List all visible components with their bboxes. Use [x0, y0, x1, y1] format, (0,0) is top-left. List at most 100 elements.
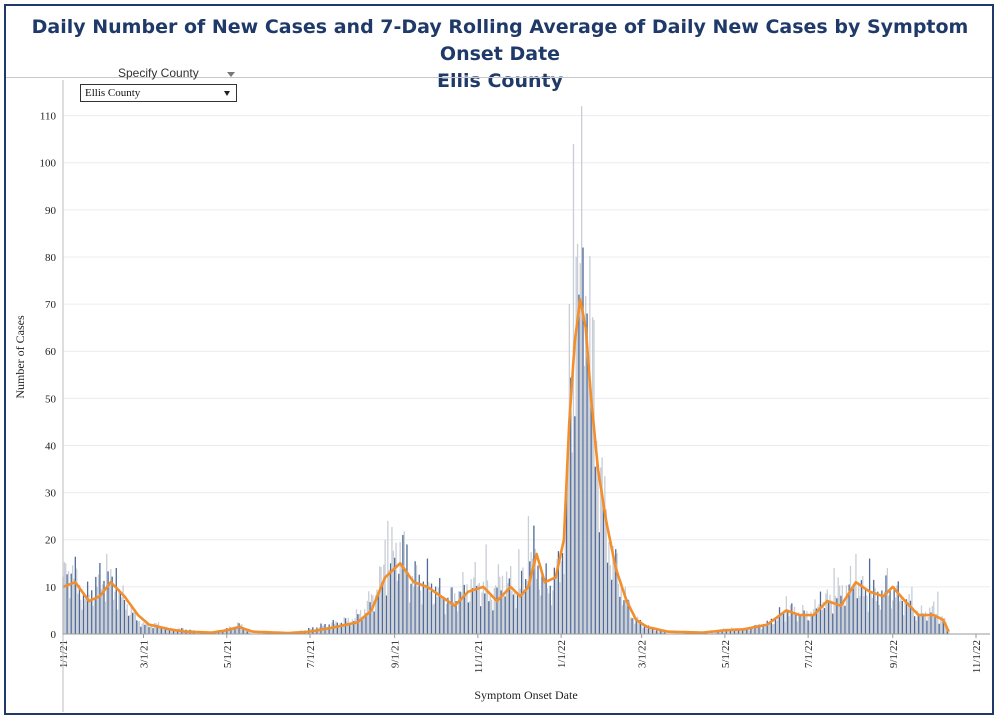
- daily-bar: [871, 597, 873, 634]
- daily-bar: [900, 597, 902, 634]
- daily-bar: [656, 629, 658, 634]
- daily-bar: [153, 623, 156, 634]
- daily-bar: [751, 627, 753, 634]
- daily-bar: [556, 559, 558, 634]
- daily-bar: [823, 608, 826, 634]
- daily-bar: [762, 625, 764, 634]
- daily-bar: [564, 512, 566, 634]
- x-tick-label: 3/1/22: [637, 640, 649, 668]
- daily-bar: [591, 317, 594, 634]
- daily-bar: [935, 613, 938, 634]
- daily-bar: [512, 594, 515, 634]
- daily-bar: [829, 594, 831, 634]
- daily-bar: [784, 621, 786, 634]
- daily-bar: [82, 592, 85, 634]
- x-tick-label: 5/1/21: [222, 640, 234, 668]
- daily-bar: [168, 628, 171, 634]
- daily-bar: [548, 593, 550, 634]
- daily-bar: [118, 589, 120, 634]
- daily-bar: [604, 476, 606, 634]
- daily-bar: [927, 616, 929, 634]
- daily-bar: [560, 561, 562, 634]
- daily-bar: [890, 608, 893, 634]
- daily-bar: [758, 624, 760, 634]
- daily-bar: [825, 593, 827, 634]
- daily-bar: [893, 586, 895, 634]
- daily-bar: [174, 629, 176, 634]
- daily-bar: [132, 612, 134, 634]
- daily-bar: [95, 576, 97, 634]
- x-tick-label: 1/1/21: [58, 640, 70, 668]
- daily-bar: [923, 616, 925, 634]
- daily-bar: [69, 598, 71, 634]
- daily-bar: [231, 629, 233, 634]
- daily-bar: [732, 628, 734, 634]
- daily-bar: [919, 613, 921, 634]
- daily-bar: [815, 608, 818, 634]
- daily-bar: [541, 571, 543, 634]
- daily-bar: [767, 621, 770, 634]
- daily-bar: [419, 590, 422, 634]
- daily-bar: [445, 603, 448, 634]
- county-select[interactable]: Ellis County: [80, 84, 237, 102]
- daily-bar: [133, 611, 135, 634]
- daily-bar: [361, 620, 363, 634]
- daily-bar: [249, 631, 251, 634]
- daily-bar: [636, 616, 639, 634]
- daily-bar: [507, 583, 509, 634]
- daily-bar: [570, 377, 572, 634]
- daily-bar: [567, 465, 569, 634]
- daily-bar: [362, 617, 364, 634]
- x-tick-label: 9/1/21: [390, 640, 402, 668]
- daily-bar: [418, 574, 420, 634]
- daily-bar: [403, 531, 405, 634]
- daily-bar: [810, 611, 812, 634]
- daily-bar: [488, 601, 490, 634]
- daily-bar: [381, 581, 384, 634]
- daily-bar: [473, 577, 475, 634]
- daily-bar: [799, 614, 801, 634]
- y-tick-label: 10: [45, 582, 57, 594]
- x-tick-label: 11/1/22: [971, 640, 983, 673]
- daily-bar: [875, 600, 878, 634]
- daily-bar: [77, 593, 79, 634]
- daily-bar: [152, 628, 154, 634]
- daily-bar: [338, 627, 340, 634]
- daily-bar: [525, 579, 527, 634]
- daily-bar: [222, 630, 224, 634]
- daily-bar: [901, 600, 904, 634]
- daily-bar: [924, 611, 927, 634]
- daily-bar: [757, 626, 759, 634]
- filter-menu-caret-icon[interactable]: [227, 72, 235, 77]
- daily-bar: [886, 568, 888, 634]
- daily-bar: [755, 624, 757, 634]
- daily-bar: [396, 580, 399, 634]
- daily-bar: [499, 576, 501, 634]
- daily-bar: [818, 604, 820, 634]
- daily-bar: [634, 623, 636, 634]
- daily-bar: [73, 578, 75, 634]
- daily-bar: [766, 620, 768, 634]
- daily-bar: [505, 571, 508, 634]
- daily-bar: [127, 615, 130, 634]
- daily-bar: [894, 597, 897, 634]
- y-tick-label: 20: [45, 535, 57, 547]
- daily-bar: [503, 594, 505, 634]
- daily-bar: [138, 620, 141, 634]
- daily-bar: [856, 598, 858, 634]
- daily-bar: [586, 313, 588, 634]
- daily-bar: [373, 611, 375, 634]
- daily-bar: [737, 630, 740, 634]
- daily-bar: [747, 627, 749, 634]
- y-tick-label: 30: [45, 488, 57, 500]
- daily-bar: [847, 592, 849, 634]
- daily-bar: [66, 574, 68, 634]
- daily-bar: [600, 467, 602, 634]
- chart-title: Daily Number of New Cases and 7-Day Roll…: [0, 14, 1000, 95]
- daily-bar: [796, 621, 798, 634]
- daily-bar: [384, 539, 386, 634]
- daily-bar: [717, 631, 719, 634]
- daily-bar: [407, 572, 409, 634]
- daily-bar: [792, 611, 794, 634]
- daily-bar: [812, 609, 815, 634]
